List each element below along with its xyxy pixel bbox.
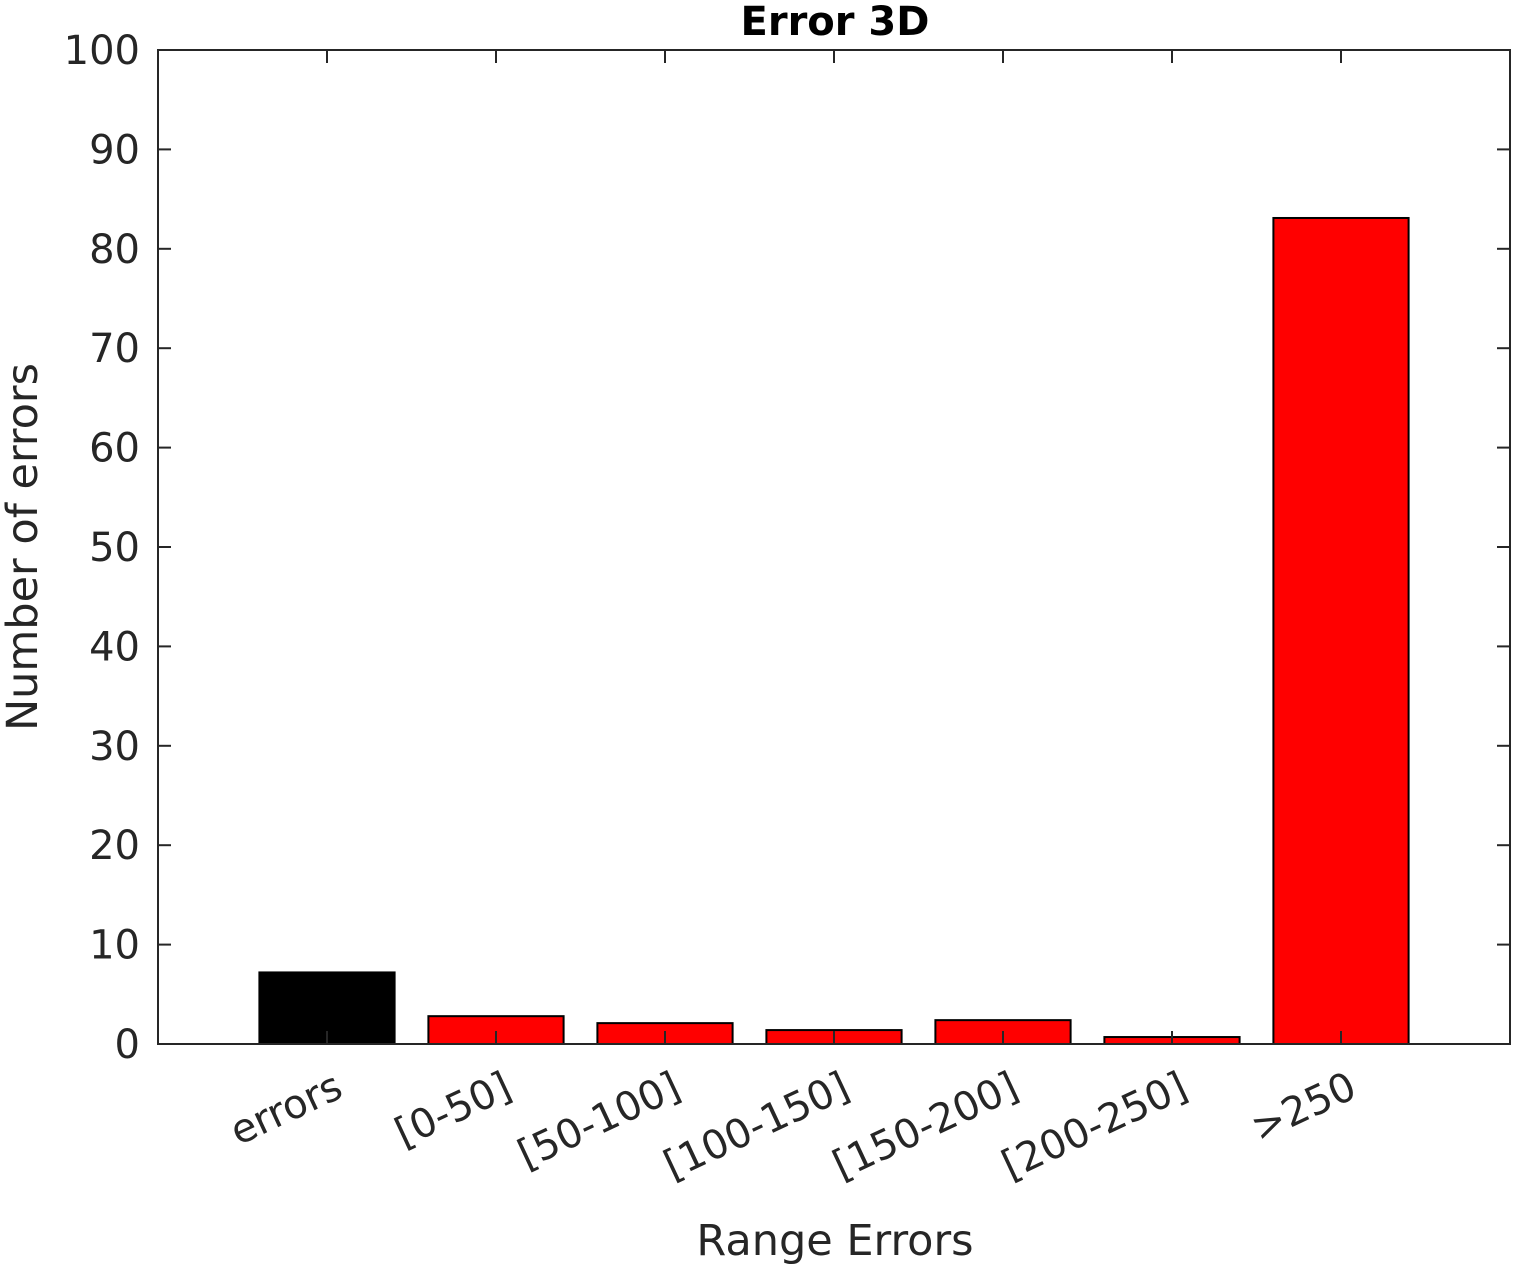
x-tick-label-0: errors [223, 1063, 349, 1154]
y-tick-label-10: 100 [64, 28, 140, 74]
y-tick-label-3: 30 [89, 724, 140, 770]
x-tick-label-1: [0-50] [388, 1063, 518, 1156]
chart-title: Error 3D [741, 0, 930, 45]
y-tick-label-8: 80 [89, 227, 140, 273]
y-tick-label-2: 20 [89, 823, 140, 869]
x-tick-label-5: [200-250] [995, 1063, 1194, 1189]
y-tick-label-1: 10 [89, 923, 140, 969]
y-tick-label-0: 0 [115, 1022, 140, 1068]
y-tick-label-9: 90 [89, 127, 140, 173]
bars-group [258, 216, 1410, 1046]
x-tick-labels: errors [0-50][50-100][100-150][150-200][2… [223, 1063, 1363, 1189]
x-tick-label-3: [100-150] [657, 1063, 856, 1189]
bar-6 [1272, 216, 1410, 1045]
x-tick-label-2: [50-100] [511, 1063, 687, 1178]
plot-frame [157, 49, 1511, 1045]
y-tick-label-7: 70 [89, 326, 140, 372]
x-tick-label-4: [150-200] [826, 1063, 1025, 1189]
x-tick-label-6: >250 [1244, 1063, 1363, 1151]
y-tick-label-5: 50 [89, 525, 140, 571]
y-tick-label-6: 60 [89, 426, 140, 472]
x-axis-label: Range Errors [696, 1216, 973, 1266]
y-axis-label: Number of errors [0, 363, 48, 731]
y-tick-labels: 0 10 20 30 40 50 60 70 80 90 100 [64, 28, 140, 1068]
y-tick-label-4: 40 [89, 624, 140, 670]
